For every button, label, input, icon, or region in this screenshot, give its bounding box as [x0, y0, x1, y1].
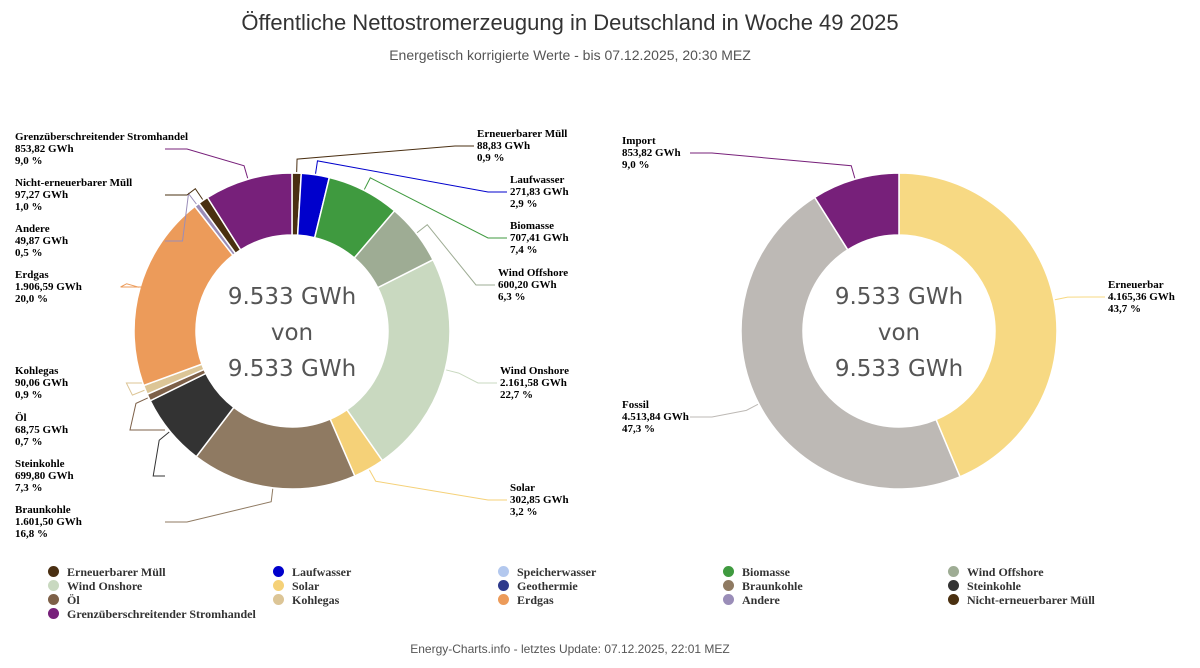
legend-marker	[498, 594, 509, 605]
legend-marker	[948, 594, 959, 605]
slice-label-biomasse: Biomasse 707,41 GWh 7,4 %	[510, 220, 569, 256]
legend-item-biomasse[interactable]: Biomasse	[723, 565, 790, 580]
leader-line-wind-onshore	[446, 369, 497, 384]
legend-label: Wind Onshore	[67, 579, 143, 593]
footer-credit: Energy-Charts.info - letztes Update: 07.…	[410, 642, 730, 656]
legend-item-kohlegas[interactable]: Kohlegas	[273, 593, 339, 608]
center-text-2: von	[271, 320, 313, 346]
center-text-3: 9.533 GWh	[835, 356, 963, 382]
legend-item-oel[interactable]: Öl	[48, 593, 80, 608]
legend-marker	[723, 566, 734, 577]
leader-line-grenzueberschreitender-stromhandel	[165, 148, 249, 179]
legend-label: Geothermie	[517, 579, 578, 593]
slice-label-solar: Solar 302,85 GWh 3,2 %	[510, 482, 569, 518]
legend-marker	[948, 566, 959, 577]
legend-marker	[723, 580, 734, 591]
slice-fossil[interactable]	[740, 196, 961, 490]
slice-erneuerbar[interactable]	[898, 172, 1058, 478]
slice-wind-onshore[interactable]	[345, 258, 451, 462]
legend-marker	[48, 594, 59, 605]
leader-line-laufwasser	[315, 160, 507, 193]
slice-label-oel: Öl 68,75 GWh 0,7 %	[15, 411, 68, 448]
legend-label: Laufwasser	[292, 565, 352, 579]
legend-label: Öl	[67, 593, 80, 607]
slice-label-andere: Andere 49,87 GWh 0,5 %	[15, 223, 68, 259]
legend-label: Kohlegas	[292, 593, 340, 607]
legend-item-wind-onshore[interactable]: Wind Onshore	[48, 579, 142, 594]
legend-label: Wind Offshore	[967, 565, 1044, 579]
slice-label-grenzueberschreitender-stromhandel: Grenzüberschreitender Stromhandel 853,82 …	[15, 131, 188, 167]
slice-label-steinkohle: Steinkohle 699,80 GWh 7,3 %	[15, 458, 74, 494]
slice-label-erdgas: Erdgas 1.906,59 GWh 20,0 %	[15, 269, 82, 305]
legend-marker	[948, 580, 959, 591]
legend-item-laufwasser[interactable]: Laufwasser	[273, 565, 351, 580]
legend-item-erneuerbarer-muell[interactable]: Erneuerbarer Müll	[48, 565, 166, 580]
legend-item-erdgas[interactable]: Erdgas	[498, 593, 554, 608]
leader-line-andere	[165, 192, 197, 242]
legend-label: Speicherwasser	[517, 565, 597, 579]
chart-subtitle: Energetisch korrigierte Werte - bis 07.1…	[389, 47, 751, 63]
slice-import[interactable]	[813, 172, 900, 251]
slice-label-kohlegas: Kohlegas 90,06 GWh 0,9 %	[15, 365, 68, 401]
leader-line-erneuerbar	[1054, 296, 1105, 301]
slice-label-wind-onshore: Wind Onshore 2.161,58 GWh 22,7 %	[500, 365, 569, 401]
donut-chart-2: Erneuerbar 4.165,36 GWh 43,7 % Fossil 4.513,…	[622, 135, 1175, 490]
leader-line-braunkohle	[165, 488, 274, 523]
donut-charts: Erneuerbarer Müll 88,83 GWh 0,9 % Laufwasse…	[15, 128, 1175, 540]
leader-line-solar	[368, 469, 507, 501]
slice-label-wind-offshore: Wind Offshore 600,20 GWh 6,3 %	[498, 267, 568, 303]
legend-label: Biomasse	[742, 565, 790, 579]
legend-item-steinkohle[interactable]: Steinkohle	[948, 579, 1021, 594]
legend-item-geothermie[interactable]: Geothermie	[498, 579, 578, 594]
legend-marker	[48, 580, 59, 591]
slice-label-laufwasser: Laufwasser 271,83 GWh 2,9 %	[510, 174, 569, 210]
slice-label-erneuerbar: Erneuerbar 4.165,36 GWh 43,7 %	[1108, 279, 1175, 315]
center-text-1: 9.533 GWh	[835, 284, 963, 310]
leader-line-import	[690, 152, 856, 179]
legend-label: Nicht-erneuerbarer Müll	[967, 593, 1095, 607]
legend-marker	[273, 594, 284, 605]
leader-line-erdgas	[120, 283, 165, 288]
legend-item-speicherwasser[interactable]: Speicherwasser	[498, 565, 596, 580]
center-text-3: 9.533 GWh	[228, 356, 356, 382]
slice-label-erneuerbarer-muell: Erneuerbarer Müll 88,83 GWh 0,9 %	[477, 128, 567, 164]
legend-marker	[498, 580, 509, 591]
slice-label-fossil: Fossil 4.513,84 GWh 47,3 %	[622, 399, 689, 435]
slice-label-nicht-erneuerbarer-muell: Nicht-erneuerbarer Müll 97,27 GWh 1,0 %	[15, 177, 132, 213]
legend-item-solar[interactable]: Solar	[273, 579, 319, 594]
donut-chart-1: Erneuerbarer Müll 88,83 GWh 0,9 % Laufwasse…	[15, 128, 569, 540]
legend-item-braunkohle[interactable]: Braunkohle	[723, 579, 803, 594]
legend-label: Braunkohle	[742, 579, 803, 593]
leader-line-biomasse	[363, 177, 507, 239]
slice-label-import: Import 853,82 GWh 9,0 %	[622, 135, 681, 171]
center-text-1: 9.533 GWh	[228, 284, 356, 310]
chart-title: Öffentliche Nettostromerzeugung in Deuts…	[241, 10, 899, 35]
legend-label: Erdgas	[517, 593, 554, 607]
legend-item-grenzueberschreitender-stromhandel[interactable]: Grenzüberschreitender Stromhandel	[48, 607, 256, 622]
legend-marker	[273, 566, 284, 577]
legend-item-andere[interactable]: Andere	[723, 593, 780, 608]
leader-line-oel	[129, 397, 165, 431]
legend-label: Steinkohle	[967, 579, 1022, 593]
legend-label: Solar	[292, 579, 320, 593]
legend-marker	[273, 580, 284, 591]
slice-label-braunkohle: Braunkohle 1.601,50 GWh 16,8 %	[15, 504, 82, 540]
legend-marker	[723, 594, 734, 605]
leader-line-steinkohle	[152, 431, 170, 477]
leader-line-fossil	[690, 403, 759, 418]
legend-marker	[48, 566, 59, 577]
legend-label: Andere	[742, 593, 780, 607]
legend-item-nicht-erneuerbarer-muell[interactable]: Nicht-erneuerbarer Müll	[948, 593, 1095, 608]
legend-marker	[498, 566, 509, 577]
legend-marker	[48, 608, 59, 619]
legend-label: Grenzüberschreitender Stromhandel	[67, 607, 256, 621]
leader-line-erneuerbarer-muell	[296, 145, 474, 173]
center-text-2: von	[878, 320, 920, 346]
leader-line-wind-offshore	[416, 224, 495, 286]
legend-label: Erneuerbarer Müll	[67, 565, 166, 579]
legend-item-wind-offshore[interactable]: Wind Offshore	[948, 565, 1044, 580]
slice-erdgas[interactable]	[133, 205, 235, 387]
slice-grenzueberschreitender-stromhandel[interactable]	[206, 172, 293, 251]
leader-line-nicht-erneuerbarer-muell	[165, 188, 204, 200]
